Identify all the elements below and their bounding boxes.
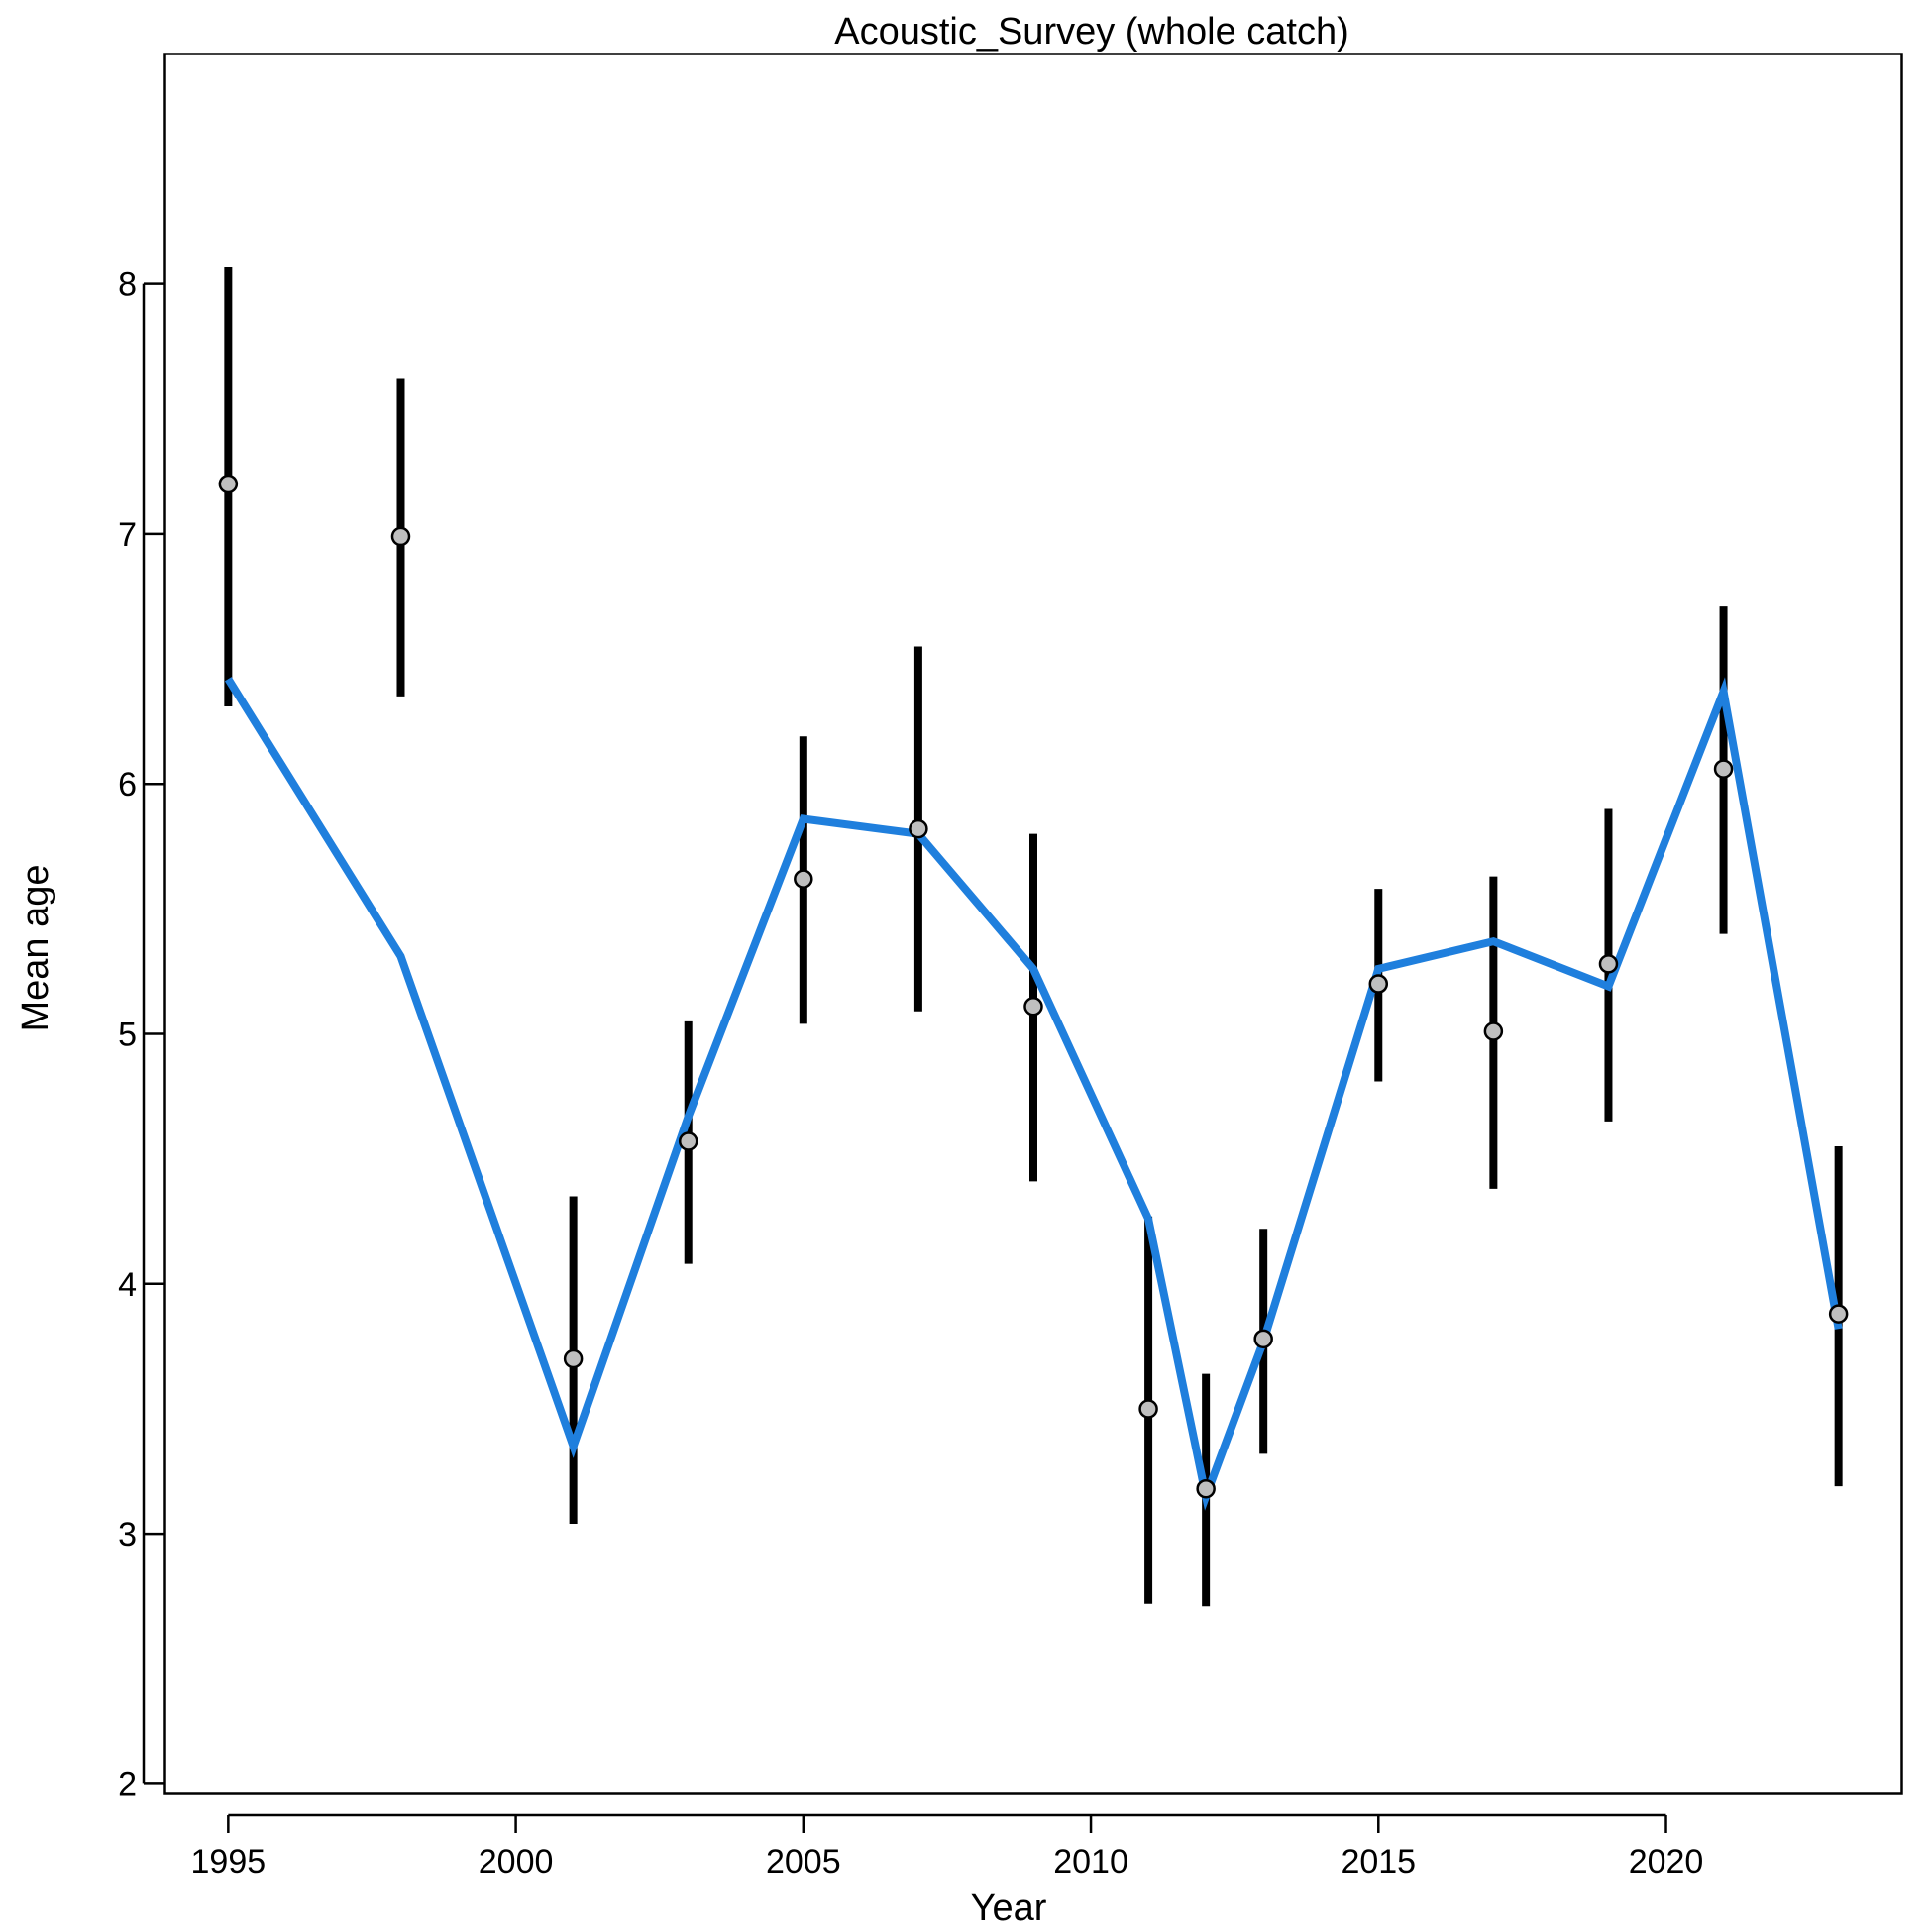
observed-point — [678, 1131, 698, 1151]
y-tick-label: 4 — [118, 1266, 137, 1304]
observed-point — [1598, 954, 1619, 974]
y-tick-label: 7 — [118, 516, 137, 554]
x-tick-label: 2005 — [766, 1843, 841, 1880]
x-tick-label: 1995 — [191, 1843, 267, 1880]
y-tick-label: 5 — [118, 1017, 137, 1054]
x-tick-label: 2020 — [1629, 1843, 1704, 1880]
observed-point — [390, 526, 411, 547]
x-tick-label: 2015 — [1341, 1843, 1416, 1880]
observed-point — [1713, 759, 1734, 779]
chart-title: Acoustic_Survey (whole catch) — [834, 11, 1349, 53]
observed-point — [794, 869, 813, 889]
y-tick-label: 6 — [118, 766, 137, 804]
observed-point — [1483, 1021, 1504, 1041]
plot-frame — [163, 53, 1903, 1795]
observed-point — [1253, 1329, 1273, 1349]
observed-points — [218, 474, 1849, 1499]
x-tick-label: 2000 — [479, 1843, 554, 1880]
x-axis: 1995 2000 2005 2010 2015 2020 — [191, 1813, 1704, 1880]
error-bars — [224, 266, 1843, 1607]
y-tick-label: 3 — [118, 1516, 137, 1554]
x-axis-label: Year — [971, 1887, 1047, 1929]
y-axis: 2 3 4 5 6 7 8 — [118, 267, 165, 1803]
observed-point — [218, 474, 239, 494]
expected-mean-age-line — [224, 677, 1843, 1511]
y-tick-label: 2 — [118, 1766, 137, 1803]
observed-point — [1138, 1399, 1158, 1419]
x-tick-label: 2010 — [1053, 1843, 1128, 1880]
observed-point — [1828, 1304, 1849, 1324]
observed-point — [1023, 997, 1043, 1017]
observed-point — [1368, 974, 1389, 994]
expected-line-group — [224, 677, 1843, 1511]
observed-point — [909, 818, 928, 839]
observed-point — [1196, 1478, 1216, 1499]
y-axis-label: Mean age — [15, 864, 56, 1031]
y-tick-label: 8 — [118, 267, 137, 304]
observed-point — [563, 1348, 584, 1369]
